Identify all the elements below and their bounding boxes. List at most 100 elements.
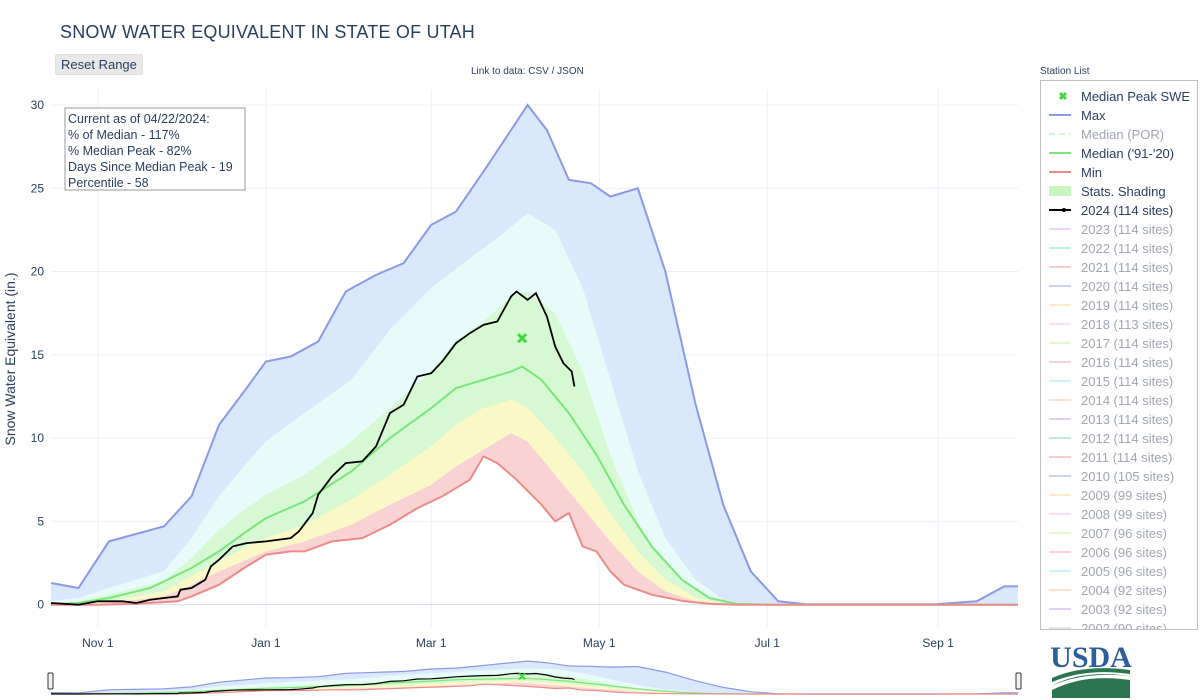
y-axis-title: Snow Water Equivalent (in.) xyxy=(2,273,18,446)
info-box-line: Days Since Median Peak - 19 xyxy=(68,160,233,174)
usda-logo-field-light xyxy=(1052,668,1130,682)
y-tick-label: 5 xyxy=(37,514,44,528)
legend-item[interactable]: 2014 (114 sites) xyxy=(1041,391,1197,410)
legend-label: Max xyxy=(1081,108,1106,123)
legend-item[interactable]: 2015 (114 sites) xyxy=(1041,372,1197,391)
legend-symbol-icon xyxy=(1049,152,1071,154)
median-line xyxy=(50,365,1018,606)
info-box: Current as of 04/22/2024: % of Median - 1… xyxy=(64,107,246,191)
legend-label: 2007 (96 sites) xyxy=(1081,526,1167,541)
legend-symbol-icon xyxy=(1049,418,1071,420)
legend-symbol-icon xyxy=(1049,266,1071,268)
range-peak-marker xyxy=(518,672,526,681)
range-median-line xyxy=(50,677,1018,695)
legend-item[interactable]: 2018 (113 sites) xyxy=(1041,315,1197,334)
page-title: SNOW WATER EQUIVALENT IN STATE OF UTAH xyxy=(60,22,475,42)
legend-item[interactable]: 2021 (114 sites) xyxy=(1041,258,1197,277)
range-p30-band xyxy=(51,680,1018,694)
x-tick-label: Nov 1 xyxy=(82,636,114,650)
p30-band xyxy=(51,399,1018,605)
legend-symbol-icon xyxy=(1049,494,1071,496)
legend-item[interactable]: Min xyxy=(1041,163,1197,182)
legend-item[interactable]: 2004 (92 sites) xyxy=(1041,581,1197,600)
legend-item[interactable]: Median Peak SWE xyxy=(1041,87,1197,106)
legend-symbol-icon xyxy=(1049,228,1071,230)
legend-item[interactable]: 2003 (92 sites) xyxy=(1041,600,1197,619)
legend-item[interactable]: Median ('91-'20) xyxy=(1041,144,1197,163)
legend-item[interactable]: 2010 (105 sites) xyxy=(1041,467,1197,486)
json-link[interactable]: JSON xyxy=(557,66,584,77)
legend-item[interactable]: 2012 (114 sites) xyxy=(1041,429,1197,448)
legend-item[interactable]: 2024 (114 sites) xyxy=(1041,201,1197,220)
usda-logo-field-stripe xyxy=(1052,674,1130,690)
info-box-line: % of Median - 117% xyxy=(68,128,180,142)
range-handle-right[interactable] xyxy=(1015,672,1022,690)
station-list-label: Station List xyxy=(1040,66,1090,77)
range-max-line xyxy=(50,660,1018,695)
legend-label: 2003 (92 sites) xyxy=(1081,602,1167,617)
p70-band xyxy=(51,291,1018,605)
csv-link[interactable]: CSV xyxy=(528,66,549,77)
y-tick-label: 0 xyxy=(37,598,44,612)
legend-item[interactable]: Max xyxy=(1041,106,1197,125)
legend-item[interactable]: 2016 (114 sites) xyxy=(1041,353,1197,372)
legend-label: 2020 (114 sites) xyxy=(1081,279,1174,294)
legend-item[interactable]: 2022 (114 sites) xyxy=(1041,239,1197,258)
legend-label: 2004 (92 sites) xyxy=(1081,583,1167,598)
legend-item[interactable]: 2020 (114 sites) xyxy=(1041,277,1197,296)
legend-item[interactable]: 2006 (96 sites) xyxy=(1041,543,1197,562)
info-box-line: Percentile - 58 xyxy=(68,176,149,190)
data-link-separator: / xyxy=(548,66,558,77)
legend-item[interactable]: 2011 (114 sites) xyxy=(1041,448,1197,467)
swe-chart[interactable]: 0 5 10 15 20 25 30 Nov 1 Jan 1 Mar 1 May 1 Jul 1 Sep… xyxy=(0,0,1035,700)
reset-range-button[interactable]: Reset Range xyxy=(55,54,143,75)
legend-item[interactable]: 2023 (114 sites) xyxy=(1041,220,1197,239)
legend-label: Median Peak SWE xyxy=(1081,89,1191,104)
current-year-line xyxy=(50,290,576,606)
max-band xyxy=(51,105,1018,605)
legend-symbol-icon xyxy=(1049,475,1071,477)
legend-label: 2021 (114 sites) xyxy=(1081,260,1174,275)
legend-symbol-icon xyxy=(1049,589,1071,591)
x-tick-label: Sep 1 xyxy=(922,636,954,650)
legend-label: 2002 (90 sites) xyxy=(1081,621,1167,630)
range-handle-left[interactable] xyxy=(47,672,54,690)
legend-label: 2016 (114 sites) xyxy=(1081,355,1174,370)
legend-item[interactable]: 2009 (99 sites) xyxy=(1041,486,1197,505)
legend-symbol-icon xyxy=(1049,342,1071,344)
legend-item[interactable]: 2002 (90 sites) xyxy=(1041,619,1197,630)
legend-label: 2017 (114 sites) xyxy=(1081,336,1174,351)
legend-item[interactable]: 2008 (99 sites) xyxy=(1041,505,1197,524)
legend-symbol-icon xyxy=(1049,399,1071,401)
y-tick-label: 25 xyxy=(31,181,45,195)
info-box-line: Current as of 04/22/2024: xyxy=(68,112,210,126)
legend-item[interactable]: Median (POR) xyxy=(1041,125,1197,144)
legend-item[interactable]: 2007 (96 sites) xyxy=(1041,524,1197,543)
legend-label: 2006 (96 sites) xyxy=(1081,545,1167,560)
p10-band xyxy=(51,433,1018,605)
info-box-frame xyxy=(64,107,246,191)
legend-label: 2012 (114 sites) xyxy=(1081,431,1174,446)
data-link-prefix: Link to data: xyxy=(471,66,529,77)
legend-label: 2011 (114 sites) xyxy=(1081,450,1173,465)
legend-label: 2009 (99 sites) xyxy=(1081,488,1167,503)
legend-symbol-icon xyxy=(1049,570,1071,572)
legend-item[interactable]: 2019 (114 sites) xyxy=(1041,296,1197,315)
legend-symbol-icon xyxy=(1058,91,1068,101)
y-tick-label: 20 xyxy=(31,265,45,279)
legend-symbol-icon xyxy=(1049,608,1071,610)
legend-symbol-icon xyxy=(1049,133,1071,135)
legend-item[interactable]: 2013 (114 sites) xyxy=(1041,410,1197,429)
legend-label: 2019 (114 sites) xyxy=(1081,298,1174,313)
station-legend[interactable]: Median Peak SWE Max Median (POR) Median ('9… xyxy=(1040,80,1198,630)
legend-symbol-icon xyxy=(1049,551,1071,553)
legend-symbol-icon xyxy=(1049,114,1071,116)
legend-label: 2018 (113 sites) xyxy=(1081,317,1174,332)
legend-symbol-icon xyxy=(1049,437,1071,439)
range-current-line xyxy=(50,672,575,695)
legend-item[interactable]: 2017 (114 sites) xyxy=(1041,334,1197,353)
p90-band xyxy=(51,213,1018,605)
legend-item[interactable]: Stats. Shading xyxy=(1041,182,1197,201)
legend-item[interactable]: 2005 (96 sites) xyxy=(1041,562,1197,581)
legend-label: 2014 (114 sites) xyxy=(1081,393,1174,408)
